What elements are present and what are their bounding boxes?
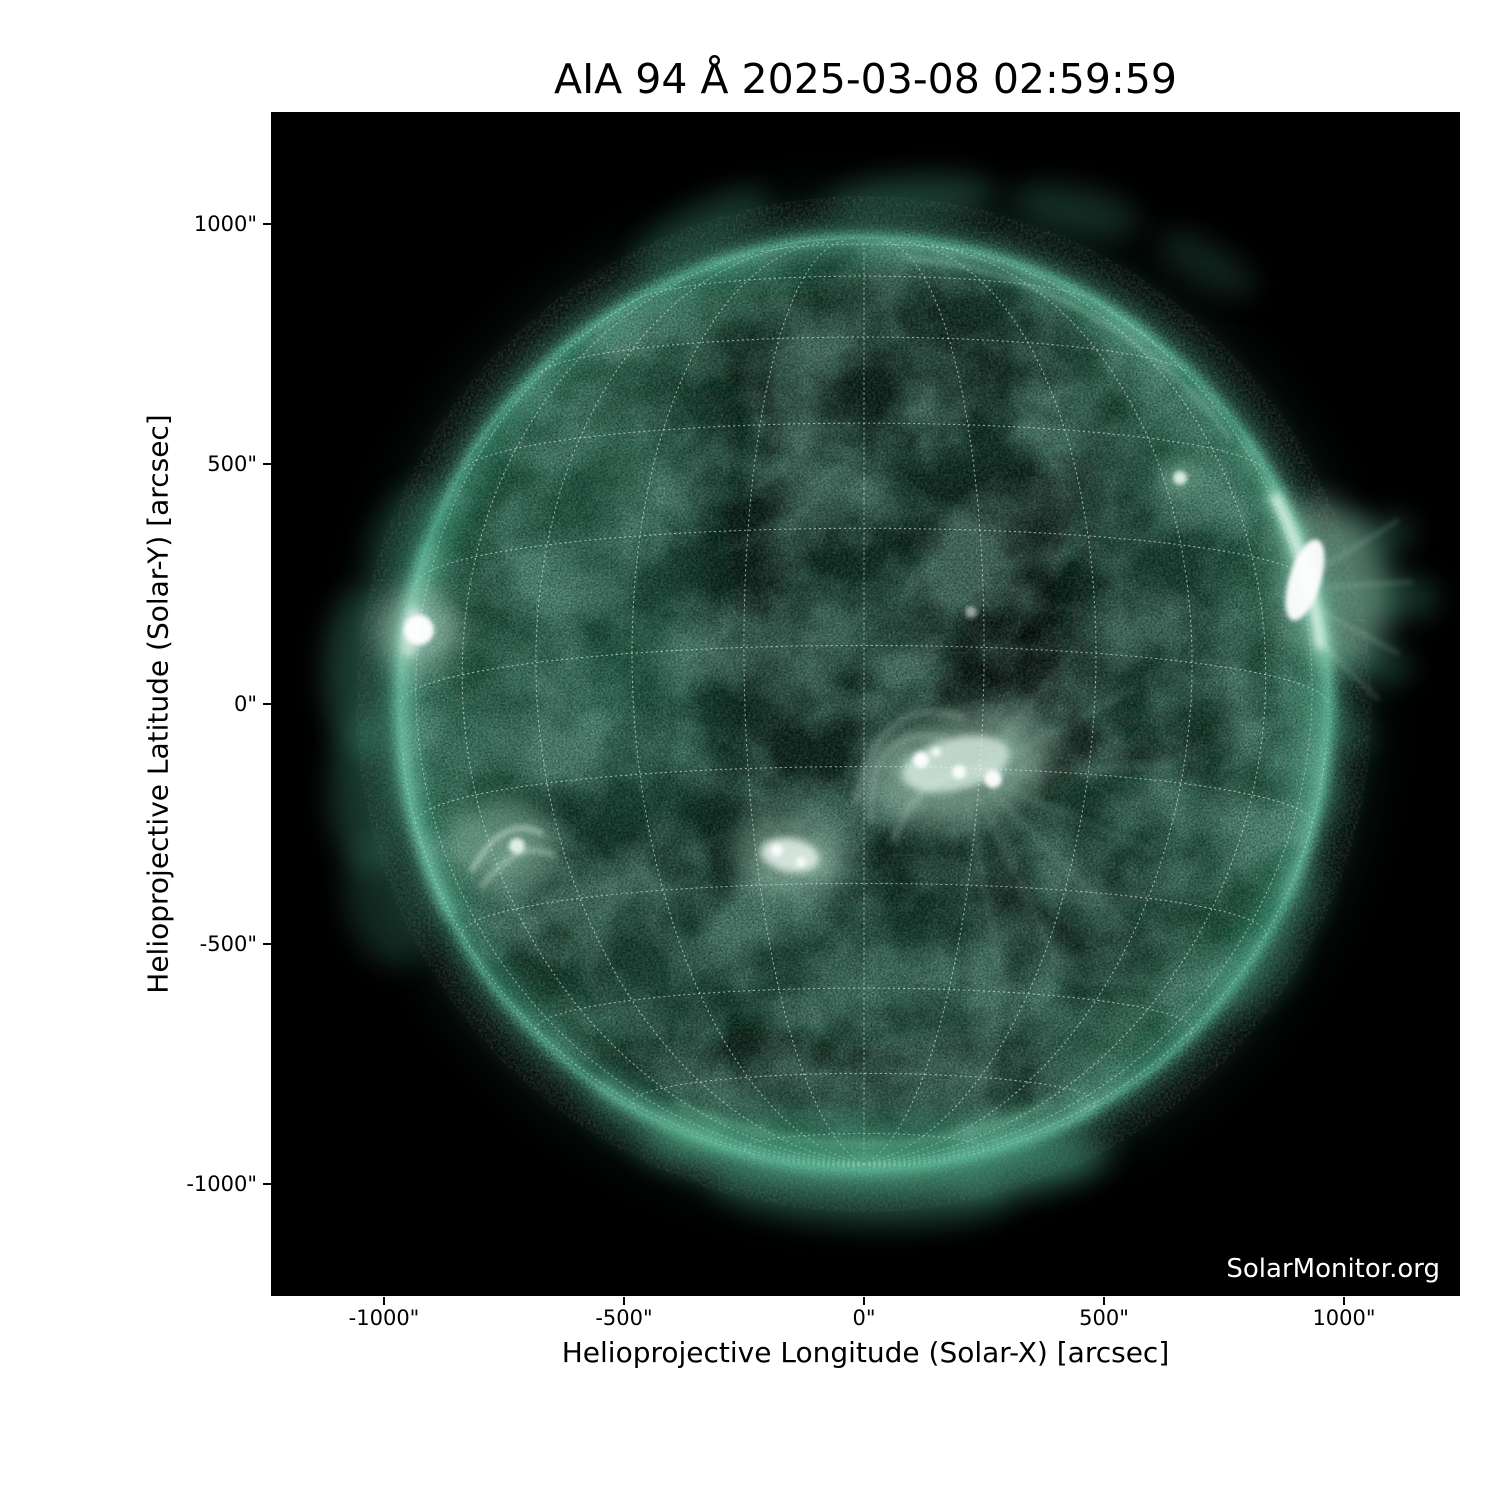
x-tick-label: 500" (1079, 1306, 1129, 1330)
graticule-line (535, 244, 865, 1165)
plot-area: SolarMonitor.org (271, 112, 1460, 1296)
y-tick-label: -1000" (186, 1172, 257, 1196)
x-tick-label: -500" (595, 1306, 653, 1330)
x-tick-mark (383, 1297, 385, 1305)
y-axis-label: Helioprojective Latitude (Solar-Y) [arcs… (141, 414, 175, 994)
graticule-line (463, 422, 1265, 470)
sun-image (271, 112, 1460, 1296)
active-region-southwest (732, 814, 848, 896)
x-tick-mark (1103, 1297, 1105, 1305)
graticule-line (863, 244, 1193, 1165)
graticule-line (416, 527, 1312, 582)
east-limb-bright-point (377, 588, 461, 672)
x-tick-mark (623, 1297, 625, 1305)
watermark: SolarMonitor.org (1226, 1254, 1440, 1284)
y-tick-mark (263, 943, 271, 945)
graticule-line (461, 252, 865, 1165)
y-tick-label: 500" (207, 452, 257, 476)
y-tick-label: -500" (199, 932, 257, 956)
y-tick-mark (263, 223, 271, 225)
x-axis-label: Helioprojective Longitude (Solar-X) [arc… (561, 1336, 1170, 1369)
active-region-center (854, 606, 1170, 999)
graticule-line (540, 336, 1188, 372)
graticule-line (415, 297, 865, 1165)
graticule-line (631, 1072, 1097, 1109)
x-tick-label: 1000" (1312, 1306, 1376, 1330)
x-tick-label: -1000" (348, 1306, 420, 1330)
y-tick-label: 1000" (193, 212, 257, 236)
active-region-east-limb (451, 800, 556, 890)
graticule-line (399, 644, 1329, 703)
plot-title: AIA 94 Å 2025-03-08 02:59:59 (554, 55, 1177, 103)
x-tick-mark (863, 1297, 865, 1305)
x-tick-mark (1343, 1297, 1345, 1305)
x-tick-label: 0" (852, 1306, 876, 1330)
graticule-line (863, 252, 1267, 1165)
y-tick-mark (263, 703, 271, 705)
y-tick-mark (263, 463, 271, 465)
y-tick-label: 0" (233, 692, 257, 716)
y-tick-mark (263, 1183, 271, 1185)
graticule-line (535, 987, 1193, 1035)
active-region-west-limb (1160, 458, 1414, 701)
